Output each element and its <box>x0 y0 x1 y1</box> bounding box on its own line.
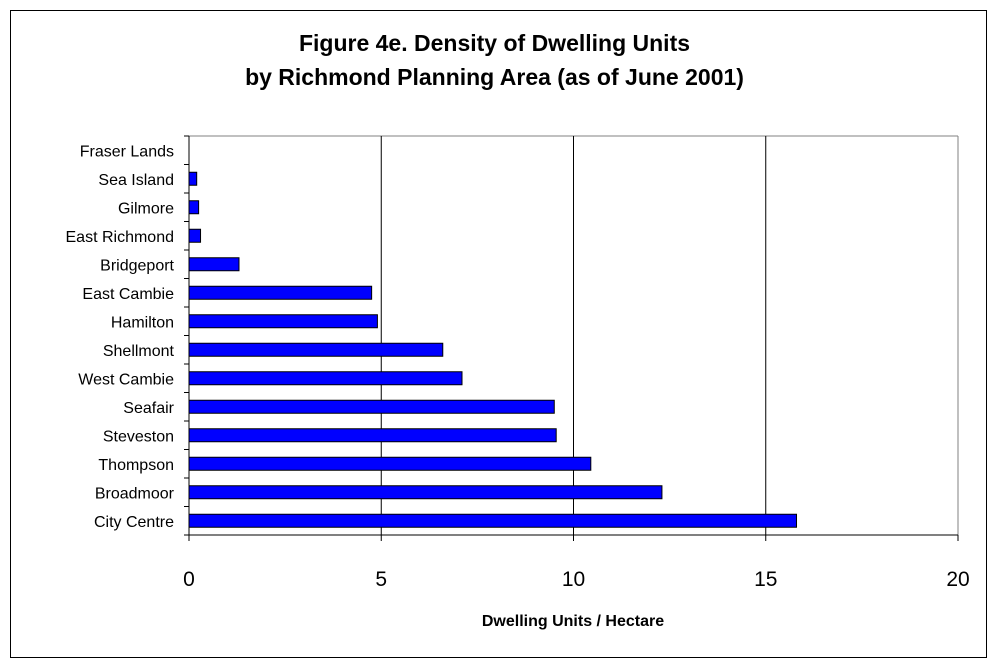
gridlines <box>189 135 959 535</box>
category-label: City Centre <box>94 514 174 531</box>
category-label: East Cambie <box>82 286 174 303</box>
bar <box>188 228 202 243</box>
bar <box>188 200 200 215</box>
chart-title-line-2: by Richmond Planning Area (as of June 20… <box>245 64 744 90</box>
category-label: Hamilton <box>111 314 174 331</box>
category-label: Sea Island <box>98 172 174 189</box>
category-label: East Richmond <box>66 229 175 246</box>
bar <box>188 513 798 528</box>
chart-frame <box>10 10 987 658</box>
category-label: Bridgeport <box>100 257 174 274</box>
bars <box>188 171 798 528</box>
category-labels: Fraser Lands Sea Island Gilmore East Richmo… <box>66 143 175 531</box>
bar <box>188 171 198 186</box>
category-label: Broadmoor <box>95 485 175 502</box>
x-tick-label: 0 <box>183 568 195 591</box>
bar <box>188 257 240 272</box>
category-label: Steveston <box>103 428 174 445</box>
category-label: Gilmore <box>118 200 174 217</box>
bar <box>188 485 663 500</box>
bar <box>188 399 555 414</box>
x-axis-title: Dwelling Units / Hectare <box>482 613 664 630</box>
bar <box>188 456 592 471</box>
category-label: Fraser Lands <box>80 143 174 160</box>
x-tick-label: 10 <box>562 568 585 591</box>
bar <box>188 342 444 357</box>
x-tick-label: 15 <box>754 568 777 591</box>
x-tick-label: 5 <box>375 568 387 591</box>
bar <box>188 371 463 386</box>
x-tick-label: 20 <box>946 568 969 591</box>
bar <box>188 428 557 443</box>
bar <box>188 314 378 329</box>
category-label: Seafair <box>123 400 174 417</box>
category-label: Shellmont <box>103 343 175 360</box>
chart-title-line-1: Figure 4e. Density of Dwelling Units <box>298 30 691 56</box>
category-label: Thompson <box>98 457 174 474</box>
bar <box>188 285 373 300</box>
tick-labels: 0 5 10 15 20 <box>183 568 970 591</box>
category-label: West Cambie <box>78 371 174 388</box>
axes <box>184 135 959 541</box>
